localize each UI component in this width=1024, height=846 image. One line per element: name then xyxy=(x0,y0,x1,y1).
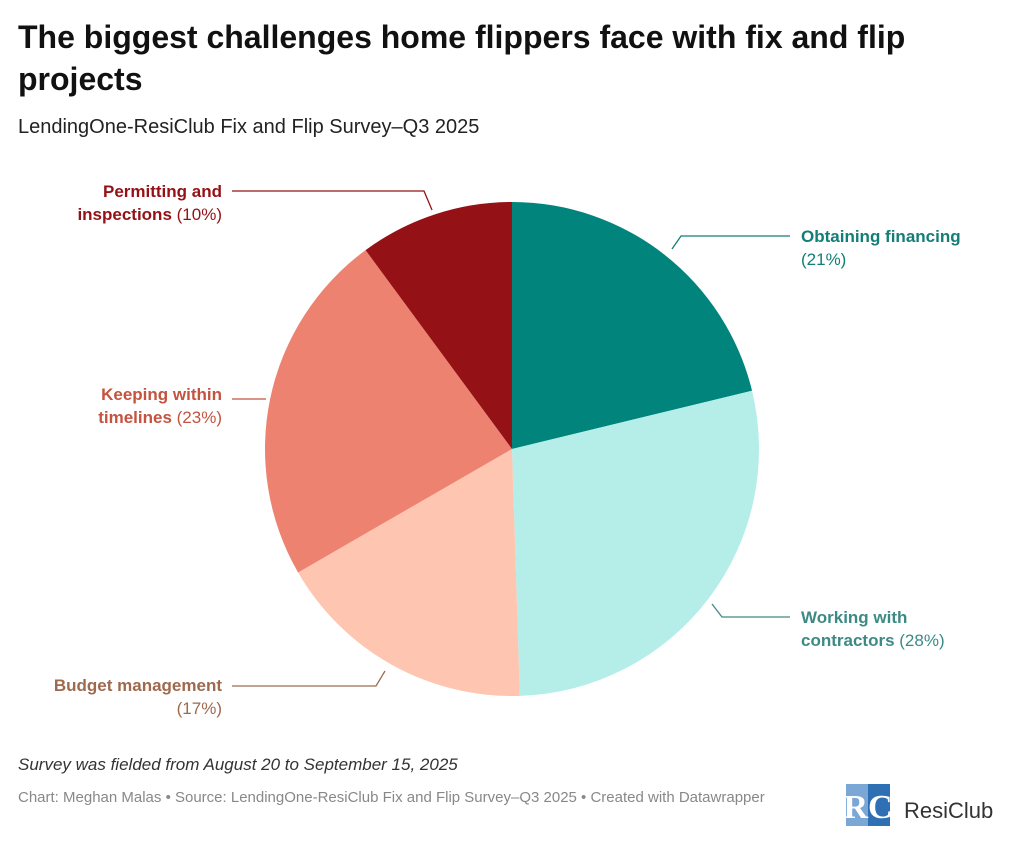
logo-icon: RC xyxy=(843,784,893,826)
category-label: Obtaining financing xyxy=(801,227,961,246)
value-label: (23%) xyxy=(176,408,222,427)
value-label: (10%) xyxy=(176,205,222,224)
slice-label: Working with contractors (28%) xyxy=(801,606,971,652)
value-label: (28%) xyxy=(899,631,945,650)
slice-label: Keeping within timelines (23%) xyxy=(72,383,222,429)
note: Survey was fielded from August 20 to Sep… xyxy=(18,755,458,774)
slice-label: Budget management (17%) xyxy=(22,674,222,720)
slice-label: Obtaining financing (21%) xyxy=(801,225,991,271)
value-label: (17%) xyxy=(176,699,222,718)
category-label: Permitting and inspections xyxy=(77,182,222,224)
leader-line xyxy=(671,235,790,250)
chart-subtitle: LendingOne-ResiClub Fix and Flip Survey–… xyxy=(18,116,480,138)
leader-line xyxy=(232,670,386,687)
value-label: (21%) xyxy=(801,250,847,269)
chart-title: The biggest challenges home flippers fac… xyxy=(18,19,906,97)
credit: Chart: Meghan Malas • Source: LendingOne… xyxy=(18,789,765,806)
pie-slice xyxy=(512,390,759,696)
pie-slice xyxy=(298,449,520,697)
category-label: Working with contractors xyxy=(801,608,908,650)
pie-slice xyxy=(365,202,512,449)
pie-slice xyxy=(265,250,512,573)
logo: ResiClub xyxy=(904,798,994,823)
slice-label: Permitting and inspections (10%) xyxy=(52,180,222,226)
leader-line xyxy=(711,603,790,618)
svg-text:RC: RC xyxy=(843,789,892,826)
pie-slice xyxy=(512,202,753,449)
category-label: Keeping within timelines xyxy=(98,385,222,427)
category-label: Budget management xyxy=(53,676,222,695)
leader-line xyxy=(232,190,433,211)
